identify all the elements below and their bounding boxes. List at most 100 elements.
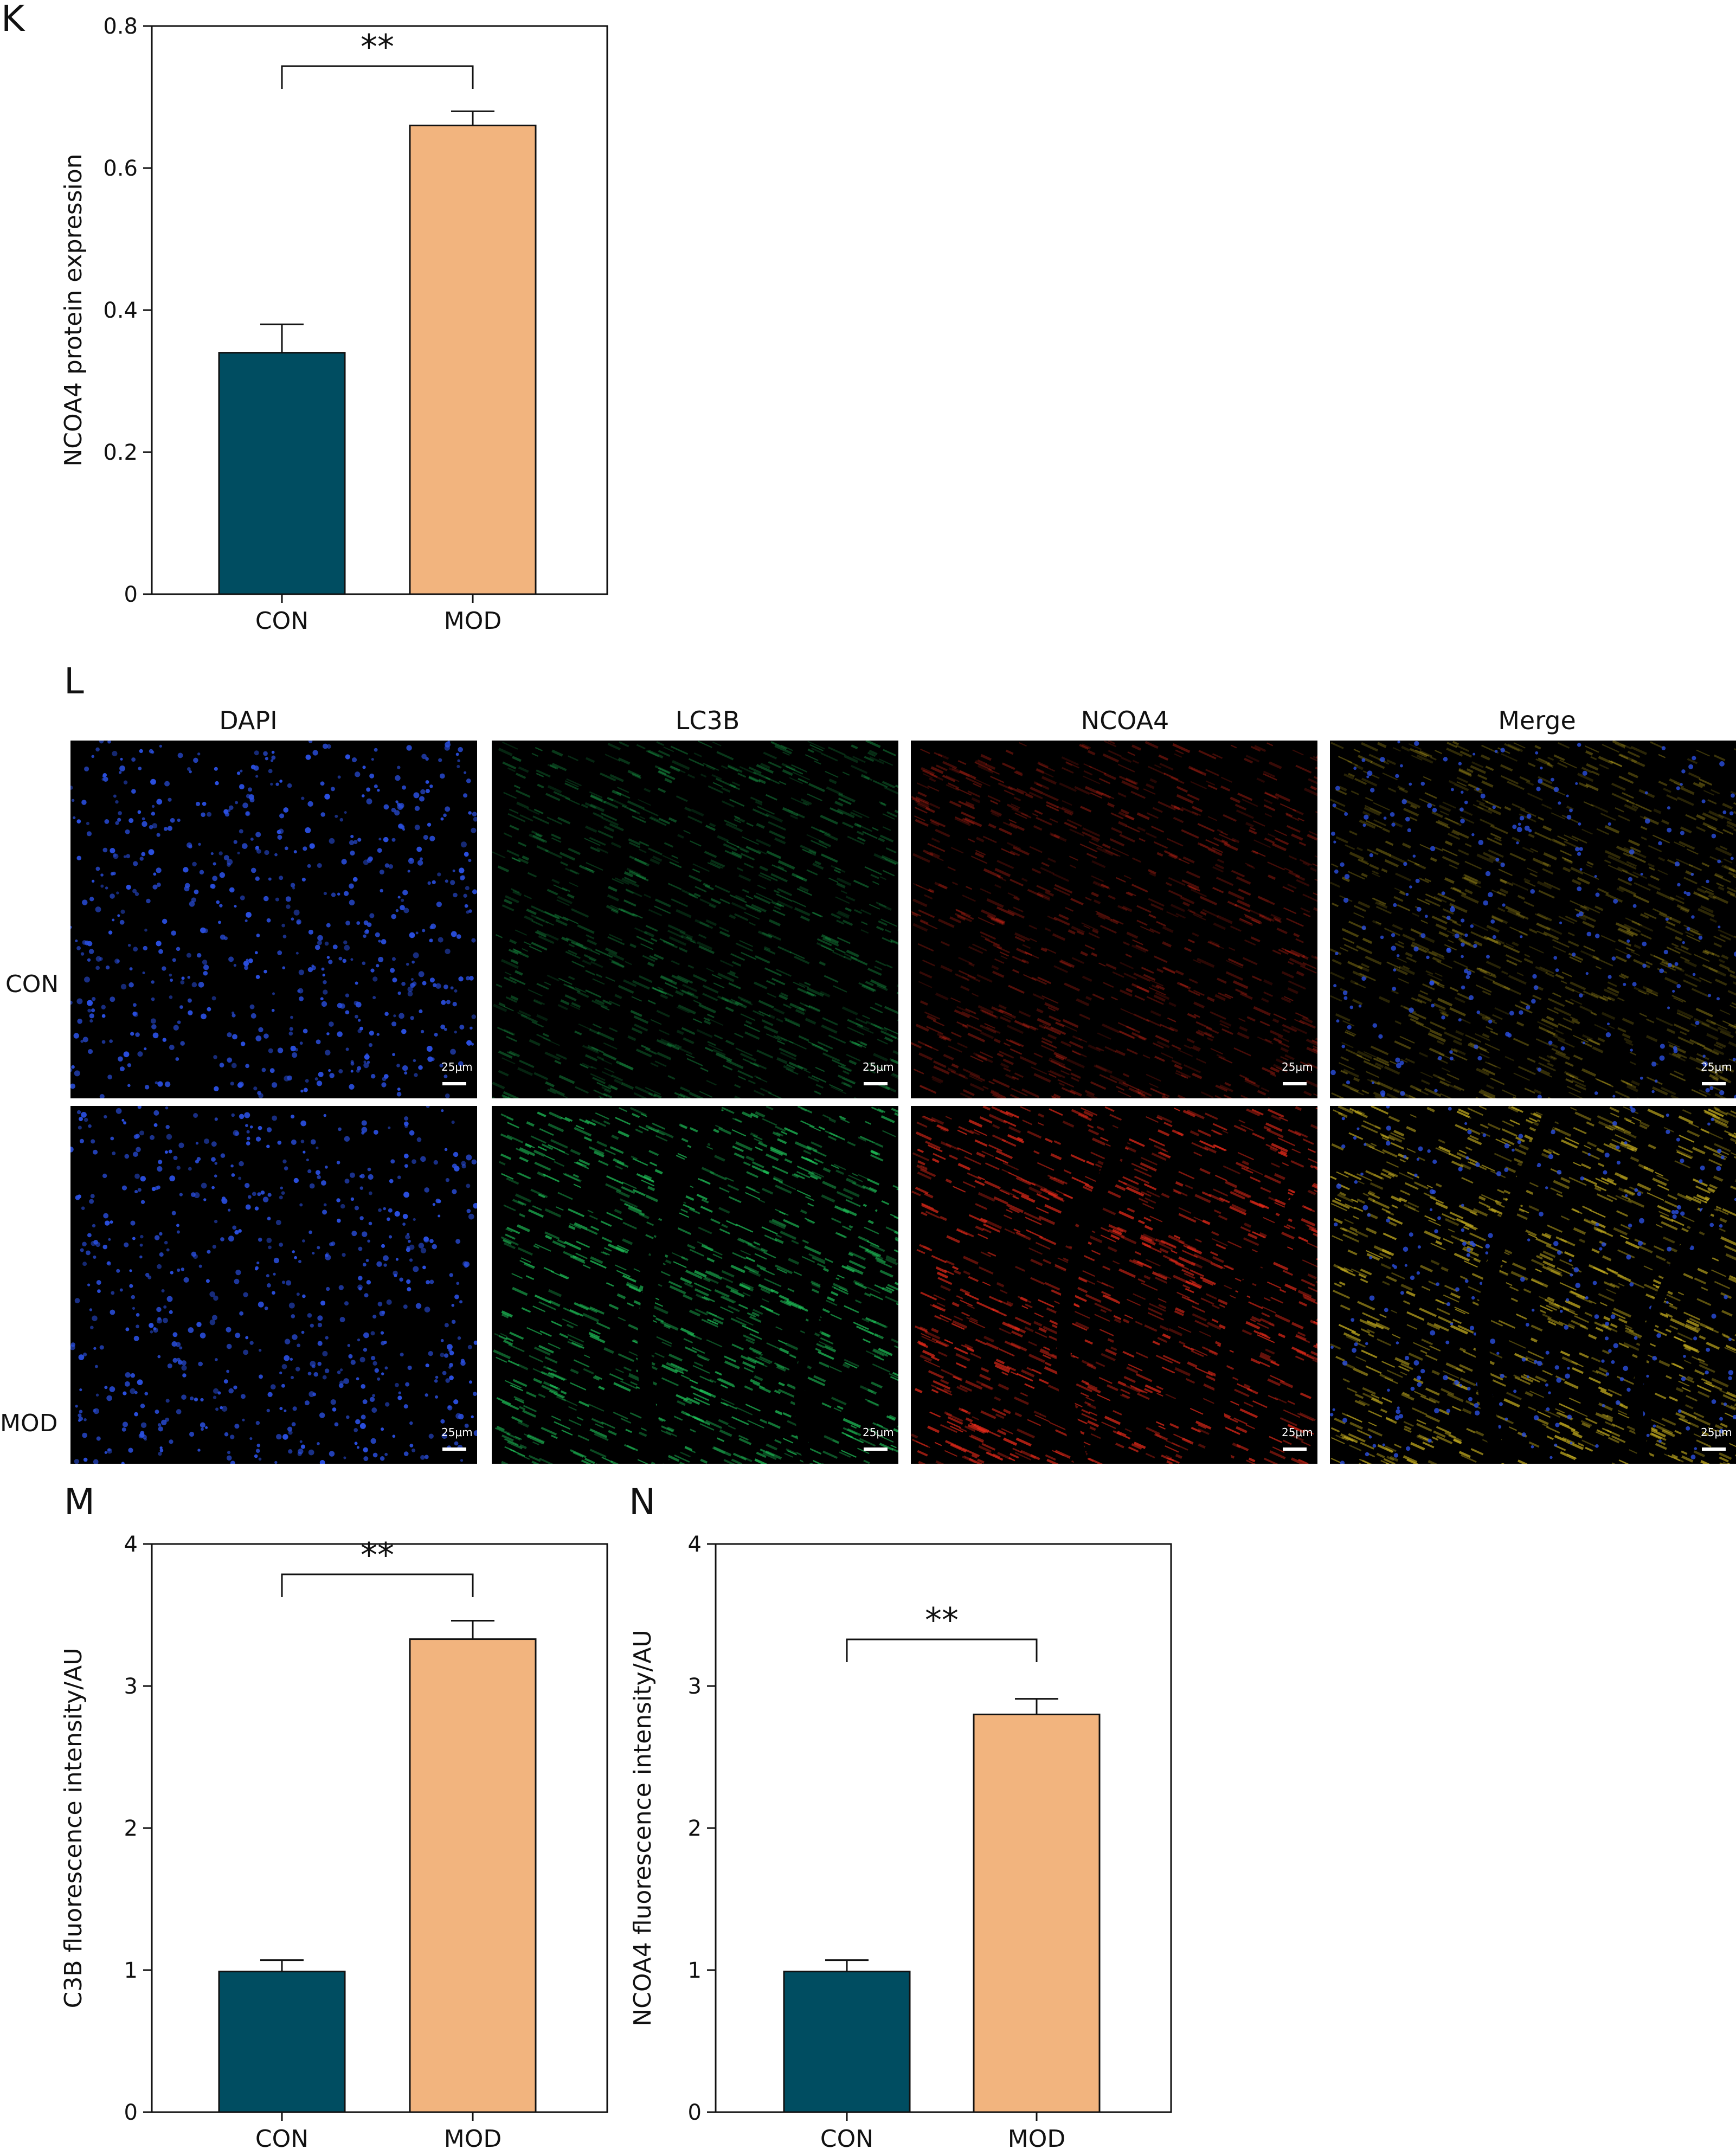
fiber-stroke	[1480, 1089, 1496, 1098]
nucleus-dot	[249, 1341, 254, 1345]
fiber-stroke	[523, 1262, 535, 1269]
nucleus-dot	[1488, 1019, 1493, 1024]
fiber-stroke	[1227, 958, 1244, 967]
nucleus-dot	[429, 939, 433, 942]
nucleus-dot	[80, 1248, 84, 1252]
fiber-stroke	[568, 985, 575, 989]
nucleus-dot	[350, 834, 354, 839]
fiber-stroke	[1253, 820, 1265, 827]
fiber-stroke	[869, 904, 880, 910]
fiber-stroke	[1335, 836, 1348, 844]
nucleus-dot	[255, 975, 260, 979]
nucleus-dot	[188, 1010, 193, 1015]
nucleus-dot	[226, 1327, 232, 1333]
fiber-stroke	[1118, 821, 1127, 827]
nucleus-dot	[268, 1245, 272, 1250]
nucleus-dot	[306, 1158, 309, 1162]
fiber-stroke	[1070, 1072, 1081, 1079]
fiber-stroke	[1132, 939, 1143, 945]
nucleus-dot	[112, 750, 118, 757]
fiber-stroke	[677, 1400, 686, 1406]
nucleus-dot	[1550, 777, 1554, 782]
fiber-stroke	[996, 1052, 1004, 1058]
fiber-stroke	[579, 1118, 590, 1125]
fiber-stroke	[1727, 990, 1736, 996]
nucleus-dot	[135, 1032, 140, 1037]
nucleus-dot	[100, 873, 104, 877]
fiber-stroke	[744, 1385, 754, 1391]
fiber-stroke	[1285, 812, 1293, 818]
fiber-stroke	[1563, 866, 1571, 873]
nucleus-dot	[223, 855, 229, 861]
fiber-stroke	[1625, 1041, 1634, 1046]
fiber-stroke	[1149, 872, 1156, 877]
fiber-stroke	[768, 761, 782, 769]
fiber-stroke	[970, 1055, 983, 1063]
fiber-stroke	[1372, 897, 1386, 905]
fiber-stroke	[1648, 863, 1655, 868]
fiber-stroke	[1228, 947, 1236, 951]
nucleus-dot	[207, 1007, 211, 1012]
nucleus-dot	[107, 741, 111, 744]
fiber-stroke	[1152, 1042, 1164, 1049]
fiber-stroke	[570, 1449, 587, 1458]
fiber-stroke	[719, 960, 734, 967]
fiber-stroke	[777, 900, 793, 909]
fiber-stroke	[531, 1021, 544, 1028]
fiber-stroke	[943, 1053, 954, 1061]
fiber-stroke	[842, 1363, 850, 1369]
fiber-stroke	[1192, 1072, 1203, 1079]
nucleus-dot	[129, 1269, 132, 1272]
nucleus-dot	[440, 817, 444, 821]
nucleus-dot	[119, 1288, 123, 1292]
nucleus-dot	[426, 1046, 433, 1052]
fiber-stroke	[1714, 873, 1724, 879]
fiber-stroke	[578, 1023, 591, 1031]
fiber-stroke	[1456, 781, 1467, 787]
nucleus-dot	[120, 757, 123, 761]
fiber-stroke	[1230, 796, 1241, 803]
fiber-stroke	[1483, 975, 1495, 982]
fiber-stroke	[1184, 1044, 1192, 1050]
fiber-stroke	[990, 1090, 1007, 1098]
nucleus-dot	[124, 1242, 129, 1247]
fiber-stroke	[734, 1032, 744, 1038]
fiber-stroke	[618, 757, 631, 765]
fiber-stroke	[1577, 877, 1590, 885]
nucleus-dot	[90, 1194, 95, 1199]
fiber-stroke	[610, 904, 626, 913]
fiber-stroke	[581, 803, 588, 809]
fiber-stroke	[698, 741, 712, 748]
nucleus-dot	[187, 998, 192, 1003]
fiber-stroke	[536, 983, 549, 990]
nucleus-dot	[309, 1183, 315, 1189]
fiber-stroke	[776, 968, 792, 977]
fiber-stroke	[750, 1062, 760, 1067]
nucleus-dot	[367, 1167, 371, 1172]
fiber-stroke	[1442, 908, 1454, 915]
nucleus-dot	[362, 765, 366, 769]
fiber-stroke	[667, 1426, 674, 1432]
nucleus-dot	[95, 866, 100, 871]
fiber-stroke	[1580, 905, 1590, 911]
nucleus-dot	[332, 1407, 337, 1412]
fiber-stroke	[719, 926, 729, 932]
fiber-stroke	[796, 813, 805, 819]
fiber-stroke	[1028, 924, 1037, 930]
nucleus-dot	[272, 1291, 275, 1295]
nucleus-dot	[456, 764, 460, 768]
fiber-stroke	[509, 976, 526, 985]
fiber-stroke	[1061, 756, 1079, 766]
nucleus-dot	[99, 957, 103, 961]
fiber-stroke	[661, 1425, 674, 1433]
fiber-stroke	[672, 760, 690, 770]
nucleus-dot	[183, 1277, 189, 1283]
nucleus-dot	[1709, 1086, 1714, 1090]
fiber-stroke	[832, 1439, 839, 1444]
fiber-stroke	[873, 1024, 888, 1032]
fiber-stroke	[991, 1089, 999, 1094]
fiber-stroke	[793, 1271, 802, 1276]
fiber-stroke	[1083, 763, 1092, 768]
fiber-stroke	[1239, 1026, 1248, 1032]
fiber-stroke	[1523, 958, 1534, 964]
